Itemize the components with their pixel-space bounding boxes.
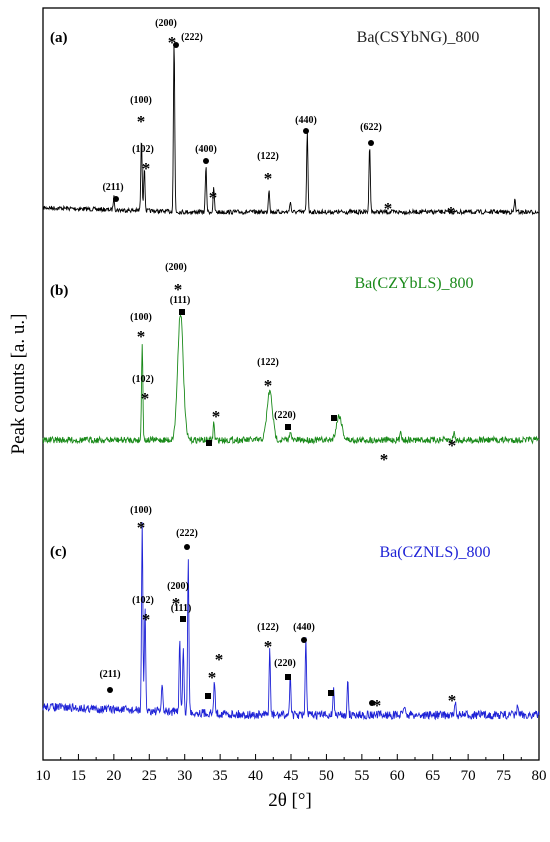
x-tick-label: 25	[142, 768, 157, 784]
hkl-label: (622)	[360, 122, 382, 133]
hkl-label: (222)	[176, 528, 198, 539]
square-marker	[206, 440, 212, 446]
square-marker	[205, 693, 211, 699]
square-marker	[285, 674, 291, 680]
x-tick-label: 10	[36, 768, 51, 784]
hkl-label: (111)	[171, 603, 192, 614]
hkl-label: (220)	[274, 410, 296, 421]
x-tick-label: 80	[532, 768, 547, 784]
star-marker: *	[137, 518, 146, 537]
xrd-trace-a	[42, 43, 540, 216]
hkl-label: (102)	[132, 595, 154, 606]
x-tick-label: 70	[461, 768, 476, 784]
hkl-label: (100)	[130, 312, 152, 323]
star-marker: *	[137, 327, 146, 346]
star-marker: *	[209, 188, 218, 207]
square-marker	[179, 309, 185, 315]
x-tick-label: 65	[425, 768, 440, 784]
x-tick-label: 30	[177, 768, 192, 784]
circle-marker	[203, 158, 209, 164]
x-axis-title: 2θ [°]	[268, 790, 312, 811]
panel-letter-b: (b)	[50, 283, 68, 299]
star-marker: *	[215, 650, 224, 669]
hkl-label: (102)	[132, 144, 154, 155]
xrd-trace-c	[42, 522, 540, 721]
xrd-trace-b	[42, 314, 540, 445]
star-marker: *	[264, 169, 273, 188]
panel-letter-c: (c)	[50, 544, 67, 560]
star-marker: *	[448, 436, 457, 455]
star-marker: *	[373, 696, 382, 715]
panel-letter-a: (a)	[50, 30, 68, 46]
square-marker	[331, 415, 337, 421]
x-tick-label: 55	[354, 768, 369, 784]
hkl-label: (122)	[257, 357, 279, 368]
star-marker: *	[447, 203, 456, 222]
hkl-label: (222)	[181, 32, 203, 43]
circle-marker	[301, 637, 307, 643]
x-tick-label: 15	[71, 768, 86, 784]
x-tick-label: 35	[213, 768, 228, 784]
hkl-label: (400)	[195, 144, 217, 155]
panel-labels: (a) Ba(CSYbNG)_800 (b) Ba(CZYbLS)_800 (c) Ba(…	[50, 29, 491, 561]
hkl-label: (102)	[132, 374, 154, 385]
circle-marker	[184, 544, 190, 550]
x-tick-label: 20	[106, 768, 121, 784]
y-axis-title: Peak counts [a. u.]	[8, 314, 29, 455]
hkl-label: (200)	[165, 262, 187, 273]
sample-label-b: Ba(CZYbLS)_800	[354, 275, 473, 292]
square-marker	[285, 424, 291, 430]
x-tick-label: 40	[248, 768, 263, 784]
circle-marker	[368, 140, 374, 146]
star-marker: *	[174, 280, 183, 299]
hkl-label: (111)	[170, 295, 191, 306]
x-tick-label: 60	[390, 768, 405, 784]
square-marker	[328, 690, 334, 696]
hkl-label: (100)	[130, 95, 152, 106]
star-marker: *	[380, 450, 389, 469]
x-tick-label: 50	[319, 768, 334, 784]
star-marker: *	[208, 668, 217, 687]
hkl-label: (211)	[99, 669, 120, 680]
star-marker: *	[172, 594, 181, 613]
hkl-label: (211)	[102, 182, 123, 193]
x-tick-label: 75	[496, 768, 511, 784]
star-marker: *	[264, 376, 273, 395]
star-marker: *	[168, 33, 177, 52]
circle-marker	[107, 687, 113, 693]
square-marker	[180, 616, 186, 622]
peak-annotations: (211) (100) * (102) * (200) * (222) (400) * (122) *…	[99, 18, 456, 715]
hkl-label: (440)	[293, 622, 315, 633]
hkl-label: (200)	[155, 18, 177, 29]
star-marker: *	[448, 691, 457, 710]
circle-marker	[303, 128, 309, 134]
circle-marker	[113, 196, 119, 202]
plot-frame	[42, 7, 540, 761]
hkl-label: (122)	[257, 622, 279, 633]
star-marker: *	[142, 610, 151, 629]
xrd-traces	[42, 43, 540, 721]
star-marker: *	[384, 199, 393, 218]
hkl-label: (100)	[130, 505, 152, 516]
circle-marker	[369, 700, 375, 706]
star-marker: *	[141, 389, 150, 408]
circle-marker	[173, 42, 179, 48]
sample-label-c: Ba(CZNLS)_800	[379, 544, 490, 561]
x-ticks: 10 15 20 25 30 35 40 45 50 55 60 65 70 75 80	[36, 754, 547, 784]
hkl-label: (122)	[257, 151, 279, 162]
hkl-label: (200)	[167, 581, 189, 592]
hkl-label: (220)	[274, 658, 296, 669]
star-marker: *	[264, 637, 273, 656]
star-marker: *	[212, 407, 221, 426]
hkl-label: (440)	[295, 115, 317, 126]
sample-label-a: Ba(CSYbNG)_800	[357, 29, 480, 46]
star-marker: *	[142, 159, 151, 178]
x-tick-label: 45	[284, 768, 299, 784]
star-marker: *	[137, 112, 146, 131]
